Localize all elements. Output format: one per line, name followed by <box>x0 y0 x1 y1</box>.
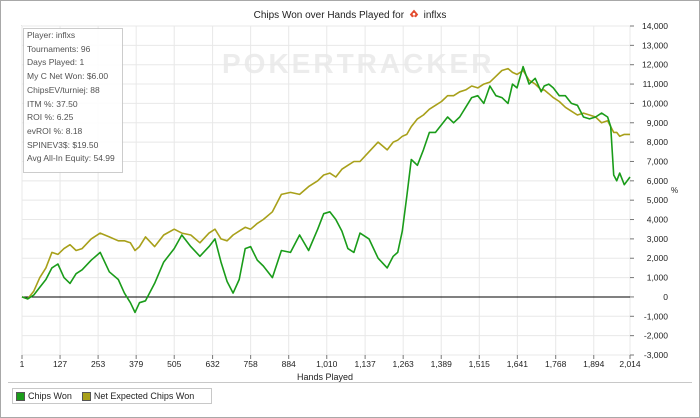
chart-title-player: inflxs <box>423 10 447 21</box>
x-tick-label: 1,137 <box>354 359 376 369</box>
y-tick-label: 12,000 <box>642 60 668 70</box>
chart-title: Chips Won over Hands Played for inflxs <box>0 9 700 21</box>
y-tick-label: 1,000 <box>647 273 669 283</box>
y-tick-label: -1,000 <box>644 311 668 321</box>
y-tick-label: 0 <box>663 292 668 302</box>
y-tick-label: -2,000 <box>644 331 668 341</box>
stats-row: My C Net Won: $6.00 <box>27 71 109 82</box>
stats-row: ITM %: 37.50 <box>27 98 78 109</box>
stats-row: evROI %: 8.18 <box>27 125 83 136</box>
series-line-chips-won <box>21 65 631 314</box>
stats-row: ChipsEV/turniej: 88 <box>27 84 100 95</box>
x-tick-label: 1,389 <box>431 359 453 369</box>
legend-swatch-expected <box>81 391 91 401</box>
y-axis: -3,000 -2,000 -1,000 0 1,000 2,000 3,000 4,000 5… <box>630 21 668 360</box>
y-tick-label: 3,000 <box>647 234 669 244</box>
legend-label-chips-won: Chips Won <box>28 391 72 401</box>
watermark-text: POKERTRACKER <box>222 48 495 79</box>
y-tick-label: 2,000 <box>647 253 669 263</box>
y-tick-label: 8,000 <box>647 137 669 147</box>
x-tick-label: 1,263 <box>393 359 415 369</box>
legend-item-chips-won[interactable]: Chips Won <box>16 391 72 401</box>
legend-item-expected[interactable]: Net Expected Chips Won <box>81 391 195 401</box>
y-tick-label: 4,000 <box>647 215 669 225</box>
y-tick-label: 7,000 <box>647 156 669 166</box>
x-tick-label: 1,641 <box>507 359 529 369</box>
x-tick-label: 758 <box>244 359 258 369</box>
stats-row: Avg All-In Equity: 54.99 <box>27 153 115 164</box>
x-tick-label: 1,768 <box>545 359 567 369</box>
x-tick-label: 1,010 <box>316 359 338 369</box>
x-tick-label: 505 <box>167 359 181 369</box>
stats-row: Tournaments: 96 <box>27 43 91 54</box>
poker-chip-icon <box>409 9 419 18</box>
x-tick-label: 127 <box>53 359 67 369</box>
y-tick-label: 14,000 <box>642 21 668 31</box>
x-tick-label: 379 <box>129 359 143 369</box>
y-tick-label: 10,000 <box>642 98 668 108</box>
series-line-net-expected <box>21 67 630 300</box>
stats-row: Days Played: 1 <box>27 57 85 68</box>
chart-grid <box>21 25 631 356</box>
pokertracker-watermark: POKERTRACKER <box>222 48 494 80</box>
legend-label-expected: Net Expected Chips Won <box>93 391 195 401</box>
x-tick-label: 1,515 <box>469 359 491 369</box>
x-axis-label: Hands Played <box>296 372 354 382</box>
x-tick-label: 2,014 <box>619 359 641 369</box>
y-tick-label: 11,000 <box>643 79 669 89</box>
chart-series <box>21 65 631 314</box>
x-tick-label: 253 <box>91 359 105 369</box>
stats-row: Player: inflxs <box>27 30 76 40</box>
x-tick-label: 1 <box>20 359 25 369</box>
y-axis-label: % <box>671 186 679 195</box>
chart-title-prefix: Chips Won over Hands Played for <box>253 10 405 21</box>
legend-swatch-chips-won <box>16 391 25 401</box>
y-tick-label: 6,000 <box>647 176 669 186</box>
stats-row: ROI %: 6.25 <box>27 112 74 123</box>
legend-divider <box>8 382 692 383</box>
x-axis: 1 127 253 379 505 632 758 884 1,010 1,137 1,263 1,3… <box>20 355 641 369</box>
x-tick-label: 632 <box>205 359 219 369</box>
x-tick-label: 1,894 <box>583 359 605 369</box>
y-tick-label: 9,000 <box>647 118 669 128</box>
y-tick-label: 5,000 <box>647 195 669 205</box>
stats-summary-box: Player: inflxs Tournaments: 96 Days Played… <box>23 28 123 173</box>
x-tick-label: 884 <box>282 359 296 369</box>
chart-legend: Chips Won Net Expected Chips Won <box>12 388 212 404</box>
y-tick-label: -3,000 <box>644 350 668 360</box>
stats-row: SPINEV3$: $19.50 <box>27 139 99 150</box>
y-tick-label: 13,000 <box>642 40 668 50</box>
